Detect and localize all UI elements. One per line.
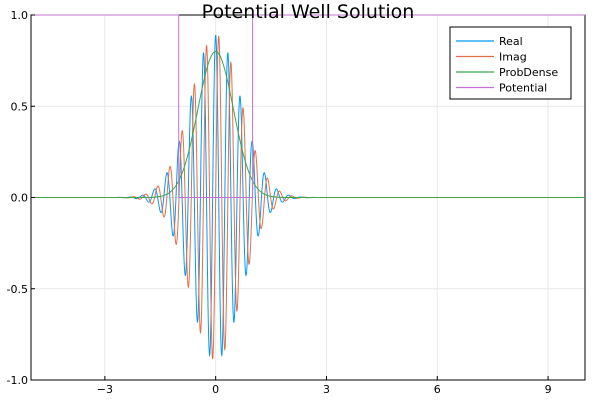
series-line-potential: [31, 14, 585, 198]
tick-labels: −3 0 3 6 9 -1.0 -0.5 0.0 0.5 1.0: [7, 9, 552, 396]
x-tick-label: −3: [97, 383, 113, 396]
legend-label: Real: [499, 35, 523, 48]
legend: Real Imag ProbDense Potential: [449, 26, 572, 100]
series-layer: [31, 14, 585, 360]
legend-label: Potential: [499, 82, 547, 95]
x-tick-label: 0: [212, 383, 219, 396]
y-tick-label: -0.5: [7, 283, 28, 296]
y-tick-label: 1.0: [11, 9, 29, 22]
x-tick-label: 3: [323, 383, 330, 396]
legend-label: ProbDense: [499, 66, 558, 79]
y-tick-label: 0.0: [11, 192, 29, 205]
legend-label: Imag: [499, 51, 527, 64]
legend-items: Real Imag ProbDense Potential: [456, 35, 558, 95]
chart-title: Potential Well Solution: [202, 1, 415, 23]
x-tick-label: 6: [434, 383, 441, 396]
series-line-probdense: [31, 50, 585, 198]
x-tick-label: 9: [545, 383, 552, 396]
y-tick-label: -1.0: [7, 374, 28, 387]
y-tick-label: 0.5: [11, 100, 29, 113]
